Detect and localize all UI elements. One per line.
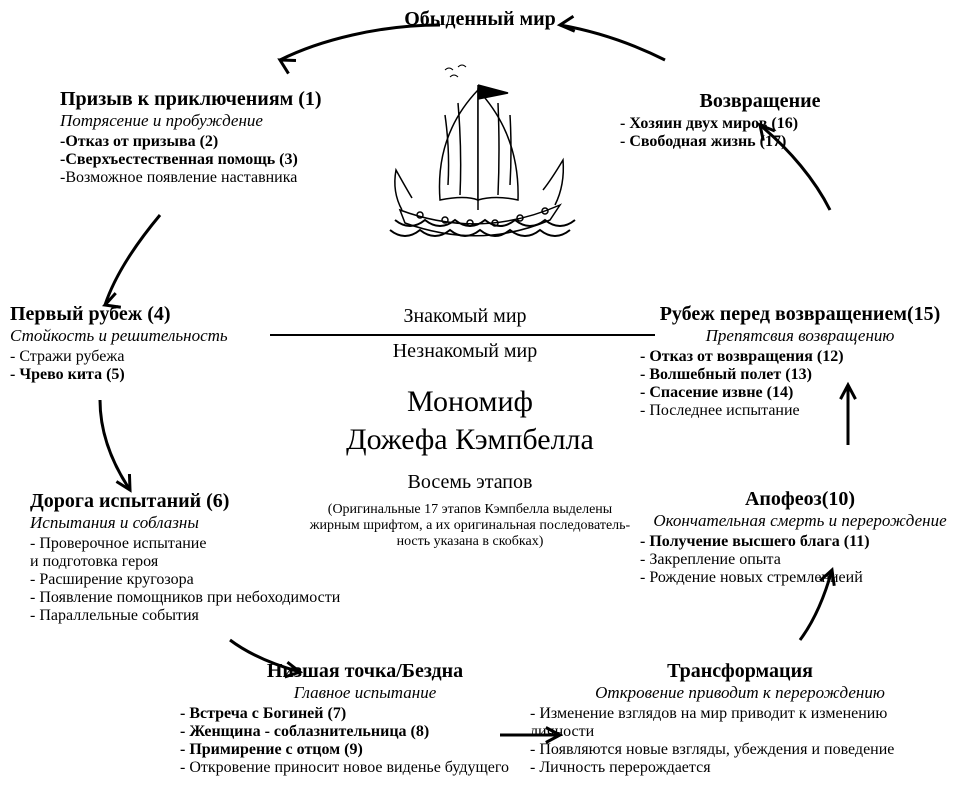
monomyth-diagram: { "meta": { "type": "circular-flow-diagr…	[0, 0, 961, 794]
a-road-abyss	[230, 640, 300, 672]
a-return-top	[560, 25, 665, 60]
a-thresh2-return	[760, 125, 830, 210]
a-top-left	[280, 25, 440, 60]
a-trans-apo	[800, 570, 832, 640]
a-call-thresh	[105, 215, 160, 305]
a-thresh-road	[100, 400, 130, 490]
arrow-layer	[0, 0, 961, 794]
